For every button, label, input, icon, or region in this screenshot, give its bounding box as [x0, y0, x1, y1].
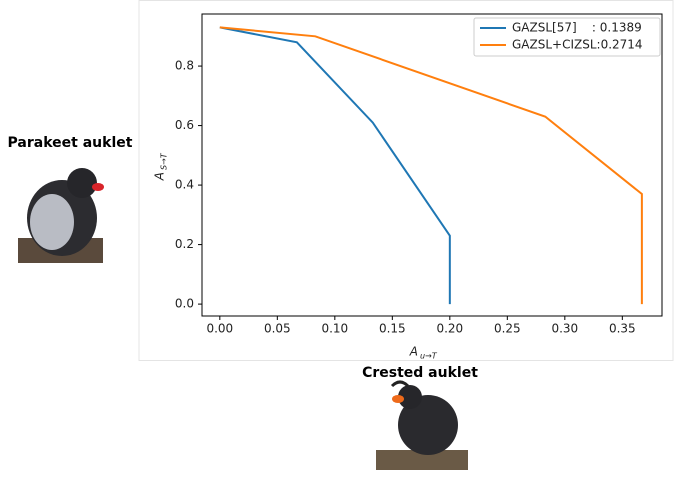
legend-label: GAZSL[57] : 0.1389: [512, 21, 642, 35]
y-tick-label: 0.8: [175, 59, 194, 73]
y-tick-label: 0.0: [175, 297, 194, 311]
x-tick-label: 0.00: [206, 322, 233, 336]
x-tick-label: 0.15: [379, 322, 406, 336]
y-axis-label: A: [153, 172, 167, 181]
legend-label: GAZSL+CIZSL:0.2714: [512, 38, 643, 52]
figure: Parakeet auklet Crested auklet A u→T A S…: [0, 0, 674, 477]
y-axis-label-sub: S→T: [160, 152, 169, 170]
x-tick-label: 0.25: [494, 322, 521, 336]
parakeet-auklet-image: [18, 168, 104, 263]
line-series: [220, 27, 450, 304]
x-axis-label: A: [409, 345, 418, 359]
y-tick-label: 0.6: [175, 118, 194, 132]
y-tick-label: 0.2: [175, 237, 194, 251]
annotation: Parakeet auklet: [8, 135, 133, 151]
x-tick-label: 0.10: [321, 322, 348, 336]
x-axis-label-sub: u→T: [420, 352, 438, 361]
x-tick-label: 0.20: [436, 322, 463, 336]
x-tick-label: 0.35: [609, 322, 636, 336]
crested-auklet-image: [376, 382, 468, 470]
y-tick-label: 0.4: [175, 178, 194, 192]
x-tick-label: 0.05: [264, 322, 291, 336]
line-series: [220, 27, 642, 304]
annotation: Crested auklet: [362, 365, 478, 381]
axes-frame: [202, 14, 662, 316]
x-tick-label: 0.30: [551, 322, 578, 336]
